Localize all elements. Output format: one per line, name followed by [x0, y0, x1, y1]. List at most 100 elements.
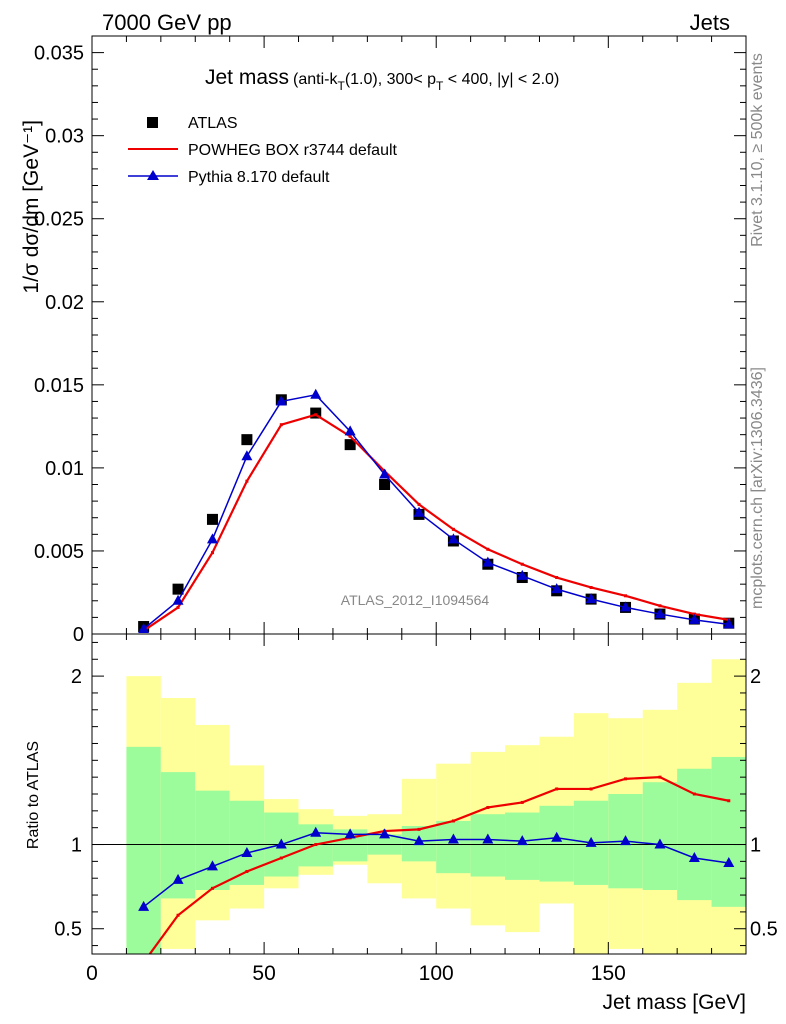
main-line-pythia [143, 393, 729, 630]
powheg-point [348, 434, 352, 438]
ratio-ytick-label-right: 0.5 [750, 919, 778, 941]
main-title: Jet mass (anti-kT(1.0), 300< pT < 400, |y… [205, 66, 559, 93]
ratio-pythia-point [688, 852, 700, 862]
ratio-pythia-point [344, 828, 356, 839]
powheg-point [279, 423, 283, 427]
ratio-ytick-label: 0.5 [54, 919, 82, 941]
ratio-ylabel: Ratio to ATLAS [25, 741, 42, 849]
green-band-bin [677, 768, 712, 901]
pythia-point [551, 583, 563, 594]
powheg-point [658, 604, 662, 608]
ratio-pythia-point [310, 826, 322, 837]
green-band-bin [642, 782, 678, 890]
ratio-ytick-label: 2 [71, 666, 82, 688]
x-tick-label: 100 [419, 962, 454, 985]
pythia-point [413, 506, 425, 517]
green-band-bin [539, 805, 574, 882]
ratio-powheg-point [520, 800, 524, 804]
main-ytick-label: 0.025 [34, 209, 84, 231]
ratio-powheg-point [555, 787, 559, 791]
ratio-pythia-point [379, 828, 391, 839]
ratio-pythia-point [206, 860, 218, 871]
pythia-point [723, 618, 735, 629]
main-ytick-label: 0.005 [34, 541, 84, 563]
pythia-point [172, 594, 184, 605]
green-band-bin [505, 812, 540, 880]
atlas-data-point [206, 513, 218, 525]
powheg-point [624, 594, 628, 598]
ratio-pythia-point [723, 857, 735, 868]
green-band-bin [436, 820, 471, 874]
legend: ATLAS POWHEG BOX r3744 default Pythia 8.… [128, 115, 398, 186]
ratio-pythia-point [516, 835, 528, 846]
pythia-point [138, 623, 150, 634]
ratio-pythia-point [482, 833, 494, 844]
ratio-pythia-point [654, 838, 666, 849]
ratio-powheg-point [314, 843, 318, 847]
powheg-point [210, 551, 214, 555]
ratio-pythia-point [172, 873, 184, 884]
ratio-ytick-label: 1 [71, 835, 82, 857]
x-tick-label: 0 [86, 962, 98, 985]
main-ytick-label: 0 [73, 624, 84, 646]
green-band-bin [711, 756, 746, 907]
pythia-point [379, 468, 391, 479]
powheg-point [555, 576, 559, 580]
main-ytick-label: 0.02 [45, 292, 84, 314]
pythia-point [344, 425, 356, 436]
main-ytick-label: 0.01 [45, 458, 84, 480]
mcplots-label: mcplots.cern.ch [arXiv:1306.3436] [749, 367, 766, 609]
ratio-powheg-point [451, 819, 455, 823]
ratio-pythia-point [413, 835, 425, 846]
pythia-point [654, 608, 666, 619]
ratio-powheg-point [210, 886, 214, 890]
ratio-pythia-point [275, 838, 287, 849]
legend-marker-atlas [147, 117, 158, 128]
powheg-point [520, 562, 524, 566]
ratio-frame [91, 633, 747, 955]
green-band-bin [126, 746, 161, 954]
main-ytick-label: 0.015 [34, 375, 84, 397]
pythia-point [620, 601, 632, 612]
axes: 0 50 100 150 0 0.005 0.01 0.015 0.02 0.025 0.03 0.0… [34, 35, 778, 985]
pythia-point [585, 593, 597, 604]
pythia-point [447, 533, 459, 544]
atlas-data-point [344, 439, 356, 451]
powheg-point [417, 502, 421, 506]
legend-label-pythia: Pythia 8.170 default [188, 169, 330, 186]
powheg-point [486, 547, 490, 551]
pythia-point [516, 569, 528, 580]
ratio-line-powheg [148, 776, 730, 954]
pythia-point [482, 556, 494, 567]
ratio-powheg-point [727, 799, 731, 803]
atlas-data-point [310, 407, 322, 419]
ratio-powheg-point [658, 775, 662, 779]
x-tick-label: 50 [252, 962, 275, 985]
rivet-label: Rivet 3.1.10, ≥ 500k events [749, 53, 766, 247]
analysis-label: ATLAS_2012_I1094564 [341, 592, 490, 608]
legend-label-atlas: ATLAS [188, 115, 238, 132]
ratio-pythia-point [620, 835, 632, 846]
ratio-pythia-point [447, 833, 459, 844]
ratio-series [138, 775, 735, 964]
ratio-pythia-point [241, 846, 253, 857]
powheg-point [314, 413, 318, 417]
pythia-point [310, 388, 322, 399]
atlas-data-point [379, 479, 391, 490]
powheg-point [245, 479, 249, 483]
ratio-powheg-point [624, 777, 628, 781]
pythia-point [206, 533, 218, 544]
powheg-point [176, 605, 180, 609]
ratio-pythia-point [551, 831, 563, 842]
ratio-bands [92, 659, 746, 954]
x-tick-label: 150 [591, 962, 626, 985]
ratio-powheg-point [142, 961, 145, 964]
ratio-powheg-point [245, 869, 249, 873]
ratio-powheg-point [176, 913, 180, 917]
ratio-powheg-point [279, 856, 283, 860]
legend-label-powheg: POWHEG BOX r3744 default [188, 142, 398, 159]
ratio-ytick-label-right: 2 [750, 666, 761, 688]
ratio-ytick-label-right: 1 [750, 835, 761, 857]
ratio-pythia-point [585, 836, 597, 847]
